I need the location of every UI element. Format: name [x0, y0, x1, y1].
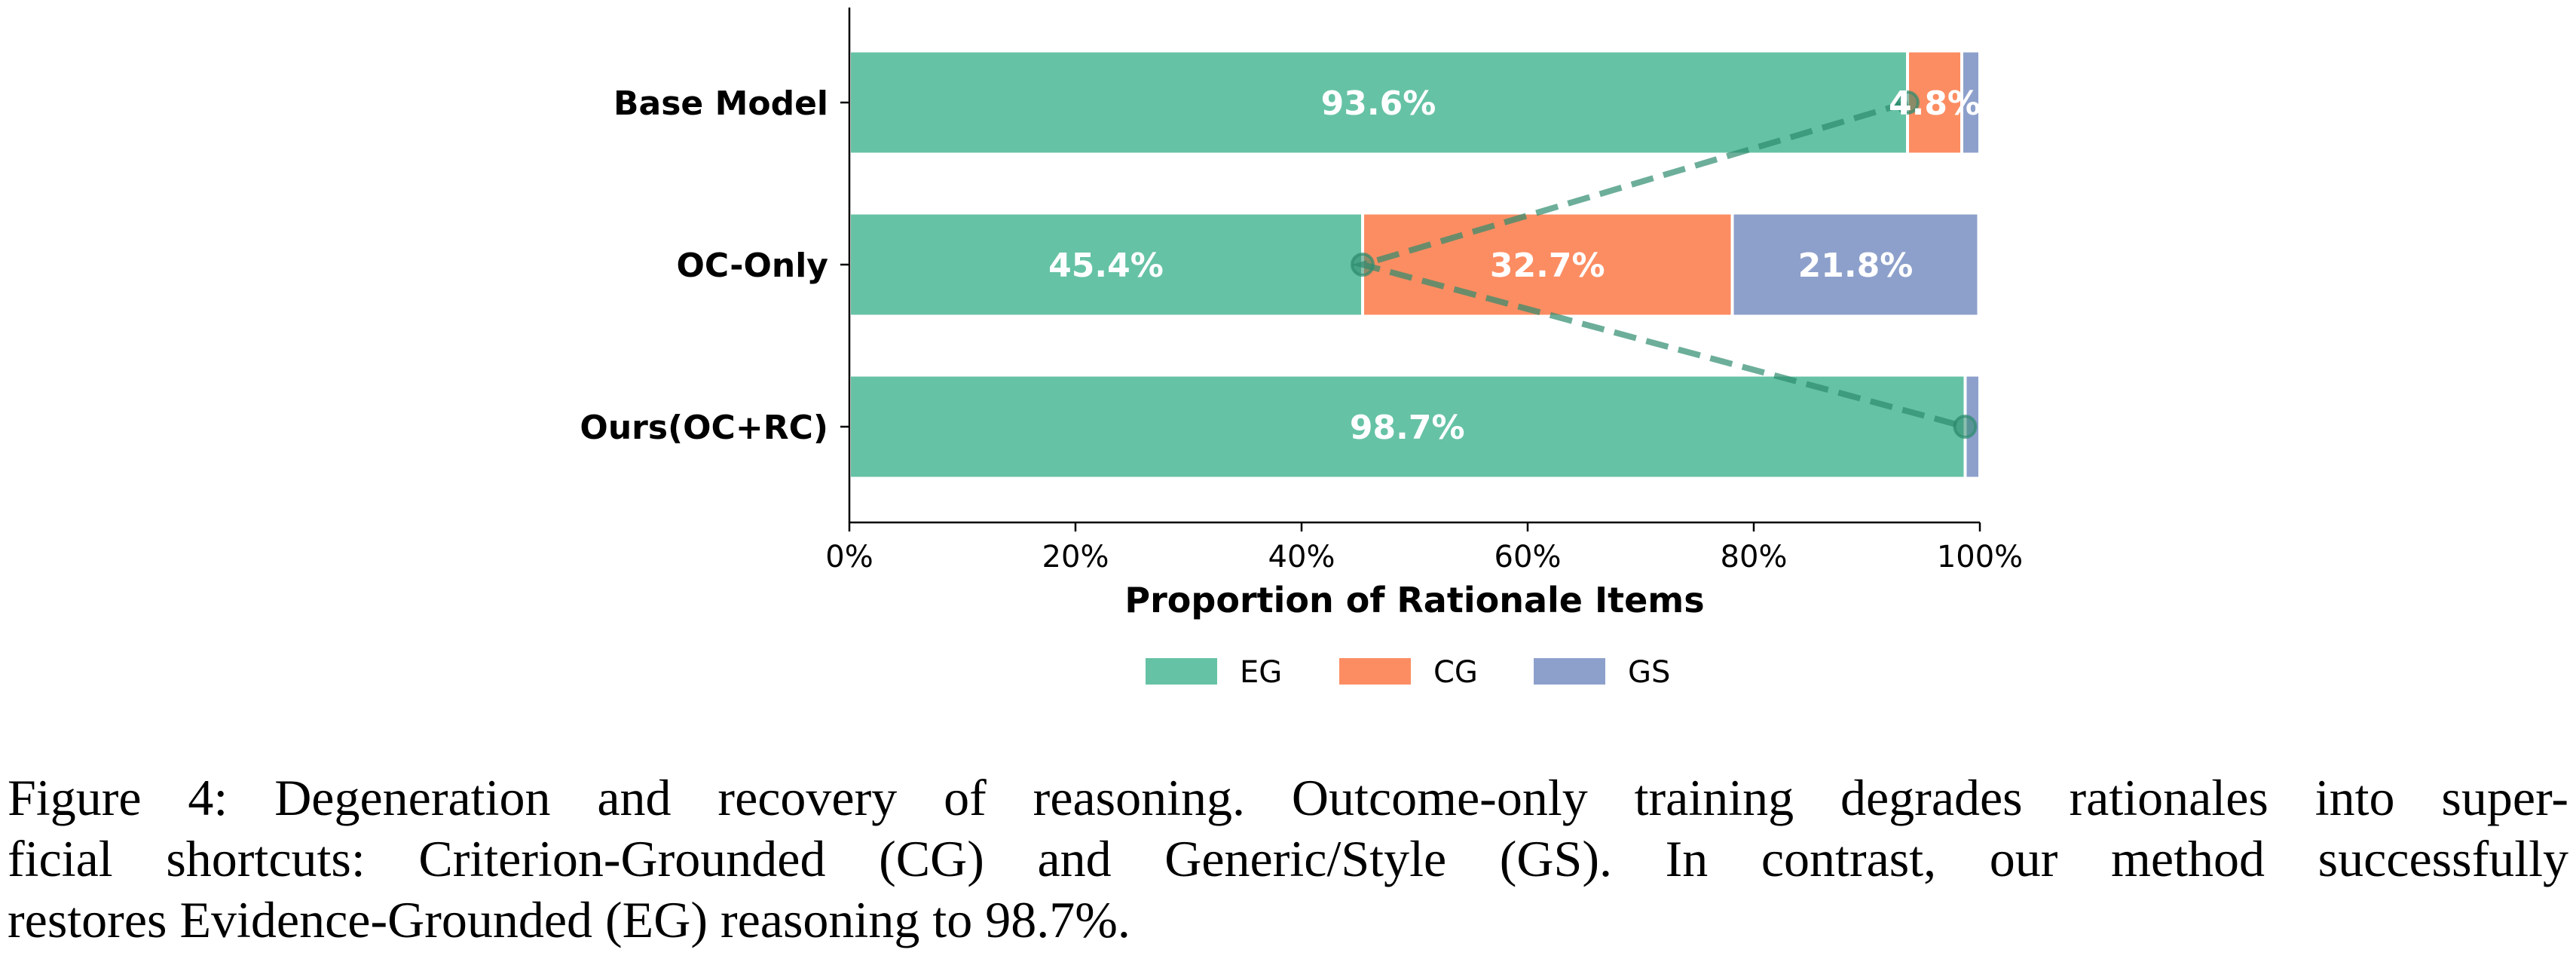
bar-value-label: 98.7%: [1350, 409, 1465, 447]
x-tick-label: 40%: [1268, 540, 1335, 574]
y-tick-label: Ours(OC+RC): [580, 409, 828, 447]
caption-line: Figure 4: Degeneration and recovery of r…: [8, 769, 2568, 826]
legend: EG CG GS: [1146, 655, 1670, 690]
bar-value-label: 21.8%: [1798, 247, 1914, 285]
bar-value-label: 45.4%: [1048, 247, 1164, 285]
bar-gs: [1730, 211, 1981, 318]
legend-swatch-cg: [1339, 658, 1411, 685]
legend-swatch-eg: [1146, 658, 1217, 685]
stacked-bar-chart: 93.6% 4.8% 45.4% 32.7% 21.8% 98.7% Base Model…: [580, 8, 2023, 690]
bar-value-label: 93.6%: [1321, 84, 1436, 123]
bar-eg: [848, 373, 1967, 480]
x-tick-label: 60%: [1495, 540, 1562, 574]
figure-caption: Figure 4: Degeneration and recovery of r…: [8, 767, 2568, 951]
y-tick-label: Base Model: [613, 84, 828, 123]
legend-label: CG: [1433, 655, 1478, 690]
x-tick-label: 0%: [825, 540, 873, 574]
x-tick-label: 80%: [1721, 540, 1788, 574]
trend-marker: [1351, 253, 1375, 277]
trend-marker: [1895, 90, 1920, 115]
bar-eg: [848, 49, 1909, 156]
caption-line: ficial shortcuts: Criterion-Grounded (CG…: [8, 830, 2568, 887]
legend-label: EG: [1240, 655, 1282, 690]
bar-cg: [1361, 211, 1734, 318]
legend-label: GS: [1628, 655, 1670, 690]
trend-marker: [1953, 415, 1978, 439]
x-tick-label: 20%: [1042, 540, 1109, 574]
trend-line-group: [1351, 90, 1978, 439]
x-tick-label: 100%: [1937, 540, 2023, 574]
legend-swatch-gs: [1534, 658, 1605, 685]
axes-group: Base Model OC-Only Ours(OC+RC) 0% 20% 40% 60% 8…: [580, 8, 2023, 574]
y-tick-label: OC-Only: [677, 247, 828, 285]
bar-gs: [1960, 49, 1981, 156]
bar-value-label: 32.7%: [1490, 247, 1605, 285]
caption-line: restores Evidence-Grounded (EG) reasonin…: [8, 891, 1130, 948]
bars-group: [848, 49, 1981, 480]
bar-value-label: 4.8%: [1889, 84, 1981, 123]
x-axis-label: Proportion of Rationale Items: [1124, 580, 1704, 620]
bar-labels-group: 93.6% 4.8% 45.4% 32.7% 21.8% 98.7%: [1048, 84, 1981, 447]
